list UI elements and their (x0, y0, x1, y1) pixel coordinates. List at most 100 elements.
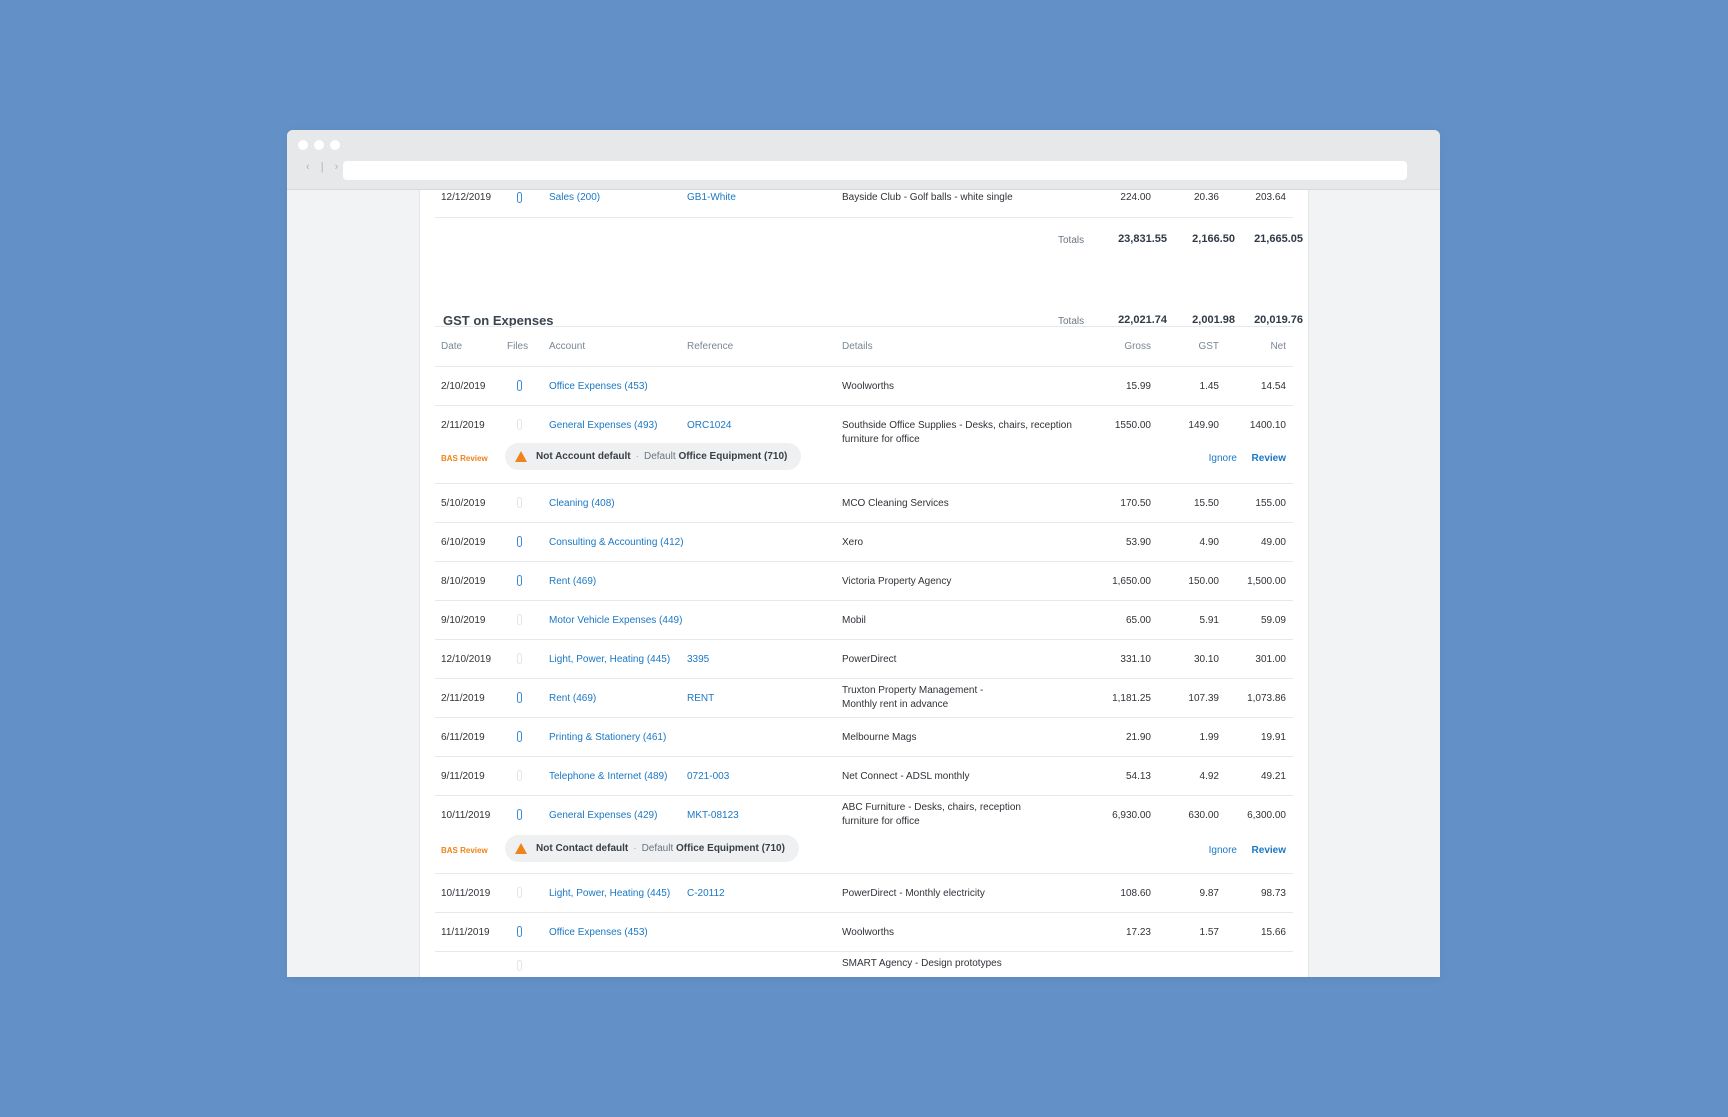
column-header-account[interactable]: Account (549, 341, 586, 352)
cell-account-link[interactable]: Rent (469) (549, 576, 597, 587)
table-row[interactable]: 8/10/2019 Rent (469) Victoria Property A… (435, 562, 1293, 601)
table-row[interactable]: 11/11/2019 Office Expenses (453) Woolwor… (435, 913, 1293, 952)
table-row[interactable]: 9/10/2019 Motor Vehicle Expenses (449) M… (435, 601, 1293, 640)
cell-reference-link[interactable]: ORC1024 (687, 420, 732, 431)
table-row[interactable]: 12/10/2019 Light, Power, Heating (445) 3… (435, 640, 1293, 679)
cell-account-link[interactable]: Telephone & Internet (489) (549, 771, 668, 782)
paperclip-icon[interactable] (517, 770, 522, 786)
cell-net: 19.91 (1260, 732, 1286, 743)
cell-details: Victoria Property Agency (842, 576, 952, 587)
paperclip-icon[interactable] (517, 192, 522, 208)
cell-gross: 15.99 (1125, 381, 1151, 392)
table-row[interactable]: 2/10/2019 Office Expenses (453) Woolwort… (435, 367, 1293, 406)
cell-date: 2/11/2019 (441, 693, 485, 704)
cell-gross: 170.50 (1120, 498, 1151, 509)
cell-details: Woolworths (842, 927, 895, 938)
table-row[interactable]: 6/10/2019 Consulting & Accounting (412) … (435, 523, 1293, 562)
cell-net: 6,300.00 (1247, 810, 1286, 821)
window-minimize-dot[interactable] (314, 140, 324, 150)
cell-account-link[interactable]: Consulting & Accounting (412) (549, 537, 684, 548)
page-viewport: 12/12/2019 Sales (200) GB1-White Bayside… (287, 190, 1440, 977)
paperclip-icon[interactable] (517, 380, 522, 396)
cell-details: PowerDirect (842, 654, 897, 665)
column-header-reference[interactable]: Reference (687, 341, 734, 352)
table-row[interactable]: 10/11/2019 Light, Power, Heating (445) C… (435, 874, 1293, 913)
column-header-date[interactable]: Date (441, 341, 463, 352)
paperclip-icon[interactable] (517, 809, 522, 825)
review-issue-text: Not Contact default (536, 843, 629, 854)
paperclip-icon[interactable] (517, 692, 522, 708)
totals-label: Totals (1058, 316, 1085, 327)
cell-account-link[interactable]: Cleaning (408) (549, 498, 615, 509)
column-header-net[interactable]: Net (1270, 341, 1286, 352)
table-row[interactable]: 9/11/2019 Telephone & Internet (489) 072… (435, 757, 1293, 796)
table-row[interactable]: 10/11/2019 General Expenses (429) MKT-08… (435, 796, 1293, 874)
paperclip-icon[interactable] (517, 731, 522, 747)
table-row[interactable]: SMART Agency - Design prototypes (435, 952, 1293, 977)
totals-gross: 23,831.55 (1118, 233, 1167, 245)
cell-gross: 17.23 (1125, 927, 1151, 938)
window-maximize-dot[interactable] (330, 140, 340, 150)
cell-account-link[interactable]: General Expenses (429) (549, 810, 658, 821)
column-header-details[interactable]: Details (842, 341, 873, 352)
review-separator: · (635, 451, 639, 462)
paperclip-icon[interactable] (517, 887, 522, 903)
review-default-label: Default (643, 451, 676, 462)
cell-net: 1,073.86 (1247, 693, 1286, 704)
cell-gst: 5.91 (1199, 615, 1219, 626)
cell-net: 1,500.00 (1247, 576, 1286, 587)
cell-account-link[interactable]: Light, Power, Heating (445) (549, 654, 671, 665)
address-bar[interactable] (343, 161, 1407, 180)
column-header-gst[interactable]: GST (1198, 341, 1219, 352)
cell-reference-link[interactable]: MKT-08123 (687, 810, 739, 821)
paperclip-icon[interactable] (517, 926, 522, 942)
paperclip-icon[interactable] (517, 497, 522, 513)
ignore-link[interactable]: Ignore (1208, 453, 1237, 464)
cell-account-link[interactable]: Office Expenses (453) (549, 927, 648, 938)
cell-details: ABC Furniture - Desks, chairs, reception… (842, 802, 1021, 827)
cell-date: 11/11/2019 (441, 927, 490, 938)
cell-account-link[interactable]: General Expenses (493) (549, 420, 658, 431)
cell-date: 8/10/2019 (441, 576, 486, 587)
window-close-dot[interactable] (298, 140, 308, 150)
review-link[interactable]: Review (1251, 845, 1286, 856)
cell-reference-link[interactable]: RENT (687, 693, 715, 704)
back-forward-arrows-icon[interactable]: ‹ | › (306, 161, 343, 173)
ignore-link[interactable]: Ignore (1208, 845, 1237, 856)
paperclip-icon[interactable] (517, 960, 522, 976)
cell-account-link[interactable]: Sales (200) (549, 192, 601, 203)
cell-reference-link[interactable]: GB1-White (687, 192, 736, 203)
table-row[interactable]: 12/12/2019 Sales (200) GB1-White Bayside… (435, 190, 1293, 218)
review-default-value: Office Equipment (710) (676, 843, 785, 854)
cell-account-link[interactable]: Light, Power, Heating (445) (549, 888, 671, 899)
cell-date: 6/10/2019 (441, 537, 486, 548)
cell-gst: 150.00 (1188, 576, 1219, 587)
review-link[interactable]: Review (1251, 453, 1286, 464)
cell-net: 49.21 (1260, 771, 1286, 782)
column-header-gross[interactable]: Gross (1124, 341, 1151, 352)
table-row[interactable]: 2/11/2019 Rent (469) RENT Truxton Proper… (435, 679, 1293, 718)
cell-account-link[interactable]: Office Expenses (453) (549, 381, 648, 392)
cell-account-link[interactable]: Motor Vehicle Expenses (449) (549, 615, 683, 626)
review-default-label: Default (641, 843, 674, 854)
cell-reference-link[interactable]: 3395 (687, 654, 710, 665)
paperclip-icon[interactable] (517, 653, 522, 669)
paperclip-icon[interactable] (517, 536, 522, 552)
table-row[interactable]: 6/11/2019 Printing & Stationery (461) Me… (435, 718, 1293, 757)
cell-date: 10/11/2019 (441, 810, 491, 821)
paperclip-icon[interactable] (517, 419, 522, 435)
totals-gst: 2,001.98 (1192, 314, 1235, 326)
cell-details: MCO Cleaning Services (842, 498, 949, 509)
cell-account-link[interactable]: Rent (469) (549, 693, 597, 704)
cell-gst: 149.90 (1188, 420, 1219, 431)
cell-reference-link[interactable]: 0721-003 (687, 771, 730, 782)
cell-account-link[interactable]: Printing & Stationery (461) (549, 732, 667, 743)
cell-gst: 630.00 (1188, 810, 1219, 821)
cell-net: 14.54 (1260, 381, 1286, 392)
paperclip-icon[interactable] (517, 575, 522, 591)
cell-reference-link[interactable]: C-20112 (687, 888, 725, 899)
table-row[interactable]: 2/11/2019 General Expenses (493) ORC1024… (435, 406, 1293, 484)
table-row[interactable]: 5/10/2019 Cleaning (408) MCO Cleaning Se… (435, 484, 1293, 523)
cell-gst: 1.45 (1199, 381, 1219, 392)
paperclip-icon[interactable] (517, 614, 522, 630)
